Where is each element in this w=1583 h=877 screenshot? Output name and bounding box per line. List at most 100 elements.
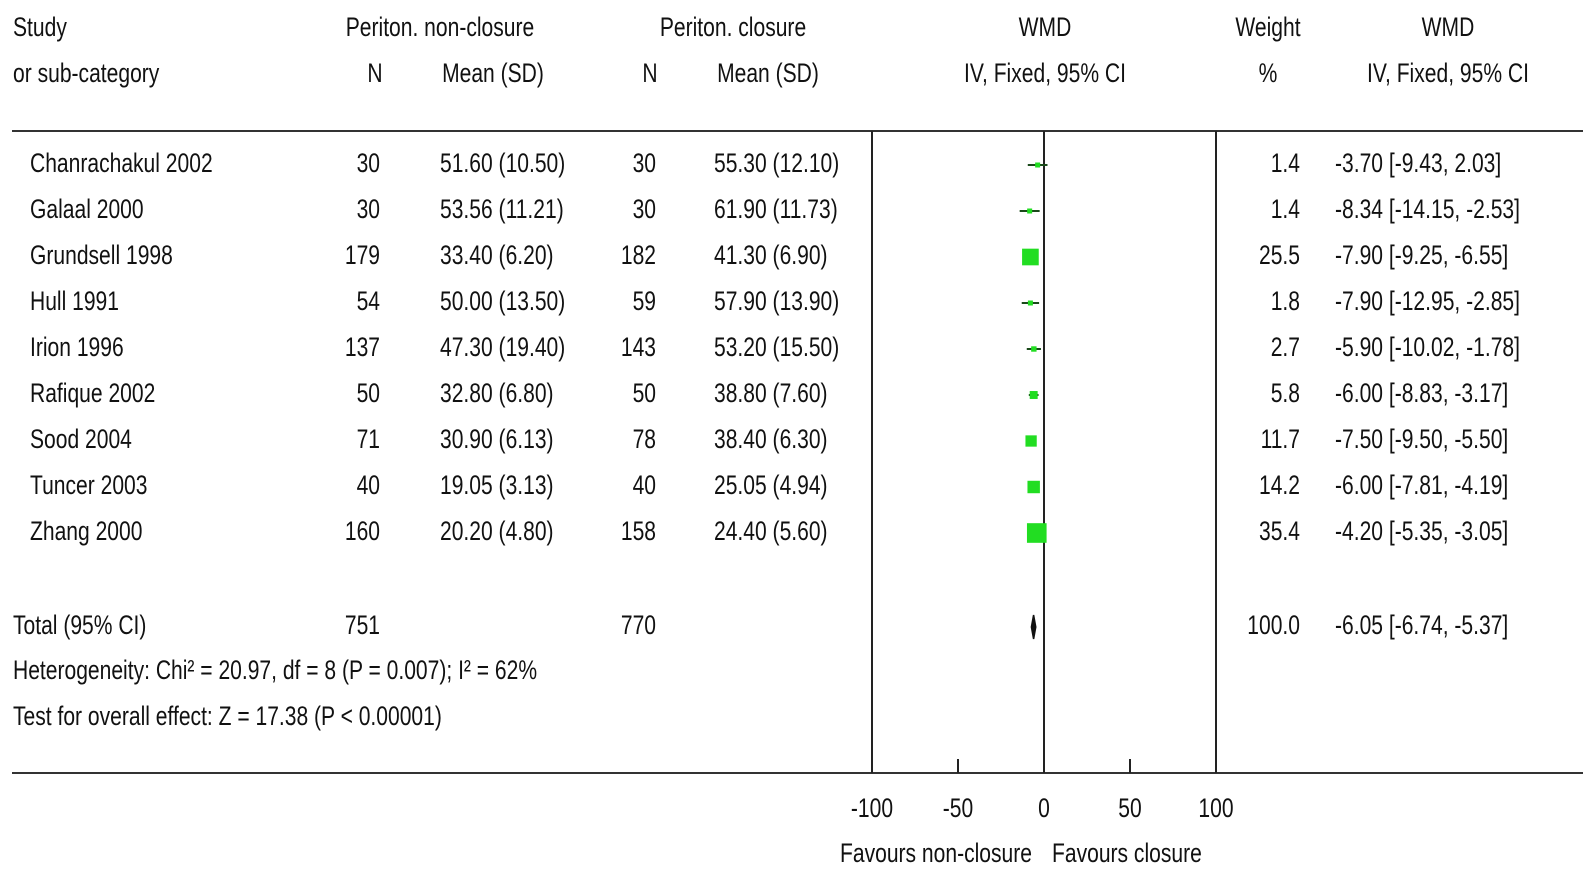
- axis-tick-label: -100: [851, 794, 893, 824]
- axis-tick-label: 50: [1118, 794, 1141, 824]
- row-weight: 11.7: [1260, 424, 1300, 454]
- total-n-closure: 770: [620, 610, 656, 640]
- row-ci-text: -3.70 [-9.43, 2.03]: [1335, 148, 1502, 178]
- row-n-nonclosure: 40: [356, 470, 380, 500]
- header-divider: [12, 130, 1583, 132]
- row-n-nonclosure: 54: [356, 286, 380, 316]
- study-marker: [1026, 523, 1047, 543]
- row-n-nonclosure: 160: [344, 516, 380, 546]
- footer-divider: [12, 772, 1583, 774]
- row-n-nonclosure: 30: [356, 194, 380, 224]
- row-n-nonclosure: 30: [356, 148, 380, 178]
- row-ci-text: -7.90 [-9.25, -6.55]: [1335, 240, 1509, 270]
- header-subcategory: or sub-category: [13, 58, 160, 88]
- row-n-nonclosure: 50: [356, 378, 380, 408]
- row-mean-closure: 38.80 (7.60): [714, 378, 828, 408]
- row-study: Zhang 2000: [30, 516, 143, 546]
- row-mean-nonclosure: 50.00 (13.50): [440, 286, 566, 316]
- header-n-nonclosure: N: [367, 58, 383, 88]
- row-n-closure: 59: [632, 286, 656, 316]
- row-weight: 14.2: [1259, 470, 1300, 500]
- row-ci-text: -4.20 [-5.35, -3.05]: [1335, 516, 1509, 546]
- row-weight: 35.4: [1259, 516, 1300, 546]
- header-wmd-plot: WMD: [1018, 12, 1072, 42]
- row-mean-closure: 38.40 (6.30): [714, 424, 828, 454]
- row-mean-closure: 24.40 (5.60): [714, 516, 828, 546]
- row-study: Irion 1996: [30, 332, 124, 362]
- row-ci-text: -7.50 [-9.50, -5.50]: [1335, 424, 1509, 454]
- axis-tick-label: -50: [943, 794, 973, 824]
- total-ci-text: -6.05 [-6.74, -5.37]: [1335, 610, 1509, 640]
- header-wmd-text-method: IV, Fixed, 95% CI: [1367, 58, 1529, 88]
- favours-right-label: Favours closure: [1052, 838, 1202, 868]
- row-n-closure: 30: [632, 194, 656, 224]
- row-ci-text: -5.90 [-10.02, -1.78]: [1335, 332, 1520, 362]
- row-n-closure: 182: [620, 240, 656, 270]
- total-weight: 100.0: [1247, 610, 1300, 640]
- row-weight: 25.5: [1259, 240, 1300, 270]
- axis-tick-label: 0: [1038, 794, 1050, 824]
- header-study: Study: [13, 12, 67, 42]
- row-n-nonclosure: 137: [344, 332, 380, 362]
- axis-tick-label: 100: [1198, 794, 1233, 824]
- row-mean-nonclosure: 32.80 (6.80): [440, 378, 554, 408]
- study-marker: [1025, 435, 1037, 447]
- row-study: Tuncer 2003: [30, 470, 148, 500]
- study-marker: [1027, 300, 1033, 306]
- row-mean-nonclosure: 19.05 (3.13): [440, 470, 554, 500]
- row-n-closure: 40: [632, 470, 656, 500]
- pooled-diamond: [1030, 614, 1037, 640]
- header-weight: Weight: [1235, 12, 1301, 42]
- row-study: Grundsell 1998: [30, 240, 173, 270]
- row-mean-nonclosure: 51.60 (10.50): [440, 148, 566, 178]
- row-n-closure: 30: [632, 148, 656, 178]
- row-ci-text: -8.34 [-14.15, -2.53]: [1335, 194, 1520, 224]
- row-study: Hull 1991: [30, 286, 119, 316]
- row-weight: 1.8: [1270, 286, 1300, 316]
- row-mean-closure: 57.90 (13.90): [714, 286, 840, 316]
- row-study: Chanrachakul 2002: [30, 148, 213, 178]
- row-n-nonclosure: 179: [344, 240, 380, 270]
- study-marker: [1027, 208, 1033, 214]
- header-wmd-text: WMD: [1421, 12, 1475, 42]
- row-n-nonclosure: 71: [356, 424, 380, 454]
- row-study: Rafique 2002: [30, 378, 156, 408]
- header-weight-unit: %: [1258, 58, 1278, 88]
- total-label: Total (95% CI): [13, 610, 147, 640]
- row-mean-closure: 25.05 (4.94): [714, 470, 828, 500]
- row-ci-text: -7.90 [-12.95, -2.85]: [1335, 286, 1520, 316]
- row-mean-nonclosure: 33.40 (6.20): [440, 240, 554, 270]
- study-marker: [1029, 391, 1038, 399]
- row-n-closure: 158: [620, 516, 656, 546]
- row-weight: 1.4: [1270, 194, 1300, 224]
- header-wmd-plot-method: IV, Fixed, 95% CI: [964, 58, 1126, 88]
- row-weight: 2.7: [1270, 332, 1300, 362]
- row-n-closure: 78: [632, 424, 656, 454]
- heterogeneity-text: Heterogeneity: Chi² = 20.97, df = 8 (P =…: [13, 655, 538, 685]
- row-mean-closure: 61.90 (11.73): [714, 194, 838, 224]
- header-mean-nonclosure: Mean (SD): [442, 58, 544, 88]
- favours-left-label: Favours non-closure: [840, 838, 1032, 868]
- header-n-closure: N: [642, 58, 658, 88]
- study-marker: [1031, 346, 1037, 352]
- total-n-nonclosure: 751: [344, 610, 380, 640]
- header-group-closure: Periton. closure: [659, 12, 807, 42]
- row-ci-text: -6.00 [-8.83, -3.17]: [1335, 378, 1509, 408]
- row-mean-closure: 53.20 (15.50): [714, 332, 840, 362]
- study-marker: [1027, 480, 1040, 494]
- header-mean-closure: Mean (SD): [717, 58, 819, 88]
- row-weight: 5.8: [1270, 378, 1300, 408]
- row-study: Galaal 2000: [30, 194, 144, 224]
- row-mean-nonclosure: 53.56 (11.21): [440, 194, 564, 224]
- row-n-closure: 143: [620, 332, 656, 362]
- row-mean-nonclosure: 30.90 (6.13): [440, 424, 554, 454]
- study-marker: [1022, 248, 1039, 266]
- overall-effect-text: Test for overall effect: Z = 17.38 (P < …: [13, 701, 442, 731]
- row-n-closure: 50: [632, 378, 656, 408]
- row-study: Sood 2004: [30, 424, 132, 454]
- study-marker: [1035, 162, 1041, 168]
- row-ci-text: -6.00 [-7.81, -4.19]: [1335, 470, 1509, 500]
- row-mean-closure: 55.30 (12.10): [714, 148, 840, 178]
